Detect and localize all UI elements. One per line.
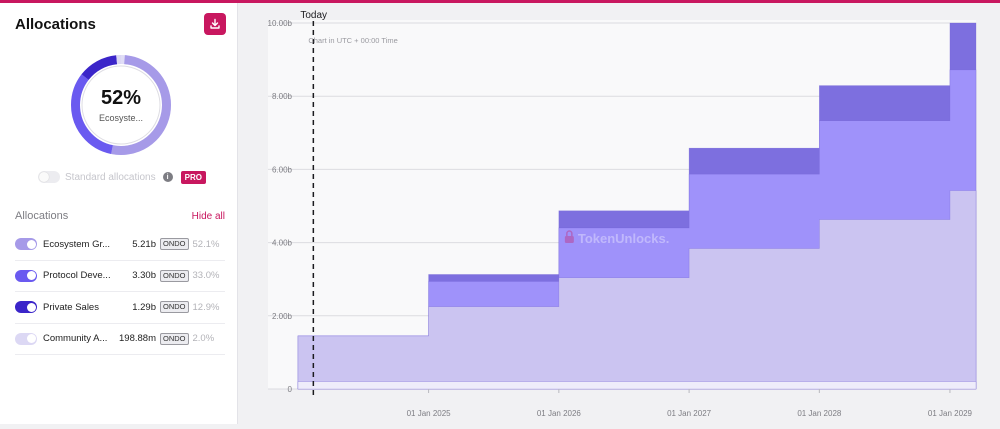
donut-segment-community (71, 55, 171, 155)
x-tick-label: 01 Jan 2029 (928, 409, 973, 418)
x-tick-label: 01 Jan 2028 (797, 409, 842, 418)
allocations-panel: Allocations 52% Ecosyste... Standard all… (0, 3, 238, 424)
unlock-chart[interactable]: TokenUnlocks. 0 2.00b 4.00b 6.00b 8.00b 10.00… (252, 3, 1000, 424)
info-icon[interactable]: i (162, 172, 173, 182)
standard-allocations-toggle[interactable] (38, 171, 60, 183)
watermark-text: TokenUnlocks. (578, 231, 670, 246)
allocation-percent: 12.9% (192, 301, 220, 313)
allocation-amount: 5.21b (132, 238, 156, 250)
standard-allocations-row: Standard allocations i PRO (38, 169, 206, 185)
donut-center: 52% Ecosyste... (66, 50, 176, 160)
panel-title: Allocations (15, 16, 96, 33)
hide-all-link[interactable]: Hide all (191, 210, 225, 222)
y-tick-label: 0 (288, 385, 293, 394)
allocation-name: Private Sales (43, 301, 99, 313)
watermark-lock-shackle (566, 230, 573, 236)
allocation-donut[interactable] (66, 50, 176, 160)
allocation-list: Ecosystem Gr... 5.21b ONDO 52.1% Protoco… (15, 229, 225, 355)
allocation-amount: 3.30b (132, 270, 156, 282)
series-area (297, 190, 977, 390)
allocation-name: Ecosystem Gr... (43, 238, 111, 250)
donut-segment-ecosystem (71, 55, 171, 155)
token-badge: ONDO (160, 332, 189, 345)
y-tick-label: 2.00b (272, 312, 293, 321)
allocation-toggle[interactable] (15, 301, 37, 314)
y-tick-label: 6.00b (272, 165, 293, 174)
chart-note: Chart in UTC + 00:00 Time (308, 36, 397, 45)
allocations-title: Allocations (15, 210, 69, 222)
allocation-row[interactable]: Private Sales 1.29b ONDO 12.9% (15, 292, 225, 324)
x-tick-label: 01 Jan 2025 (407, 409, 452, 418)
y-tick-label: 10.00b (268, 19, 293, 28)
series-area (297, 381, 977, 390)
allocation-percent: 33.0% (192, 270, 220, 282)
donut-label: Ecosyste... (98, 113, 143, 123)
x-tick-label: 01 Jan 2026 (537, 409, 582, 418)
allocation-percent: 2.0% (192, 333, 215, 345)
allocations-header: Allocations Hide all (15, 210, 225, 222)
allocation-amount: 1.29b (132, 301, 156, 313)
allocation-toggle[interactable] (15, 332, 37, 345)
standard-allocations-label: Standard allocations (65, 171, 156, 183)
x-tick-label: 01 Jan 2027 (667, 409, 712, 418)
today-label: Today (300, 10, 327, 21)
watermark: TokenUnlocks. (564, 230, 670, 246)
unlock-chart-svg[interactable]: TokenUnlocks. 0 2.00b 4.00b 6.00b 8.00b 10.00… (252, 3, 1000, 424)
token-badge: ONDO (160, 238, 189, 251)
token-badge: ONDO (160, 269, 189, 282)
y-tick-label: 4.00b (272, 239, 293, 248)
allocation-amount: 198.88m (119, 333, 156, 345)
allocation-row[interactable]: Community A... 198.88m ONDO 2.0% (15, 324, 225, 355)
allocation-name: Protocol Deve... (43, 270, 111, 282)
download-icon (210, 18, 220, 29)
allocation-row[interactable]: Protocol Deve... 3.30b ONDO 33.0% (15, 261, 225, 292)
watermark-lock-icon (564, 236, 574, 243)
allocation-toggle[interactable] (15, 238, 37, 251)
allocation-name: Community A... (43, 333, 108, 345)
allocation-row[interactable]: Ecosystem Gr... 5.21b ONDO 52.1% (15, 229, 225, 261)
download-button[interactable] (204, 13, 226, 35)
top-accent-bar (0, 0, 1000, 3)
allocation-percent: 52.1% (192, 238, 220, 250)
y-tick-label: 8.00b (272, 92, 293, 101)
pro-badge: PRO (180, 170, 206, 184)
token-badge: ONDO (160, 301, 189, 314)
donut-percent: 52% (100, 87, 142, 109)
donut-segment-protocol (71, 55, 171, 155)
allocation-toggle[interactable] (15, 269, 37, 282)
